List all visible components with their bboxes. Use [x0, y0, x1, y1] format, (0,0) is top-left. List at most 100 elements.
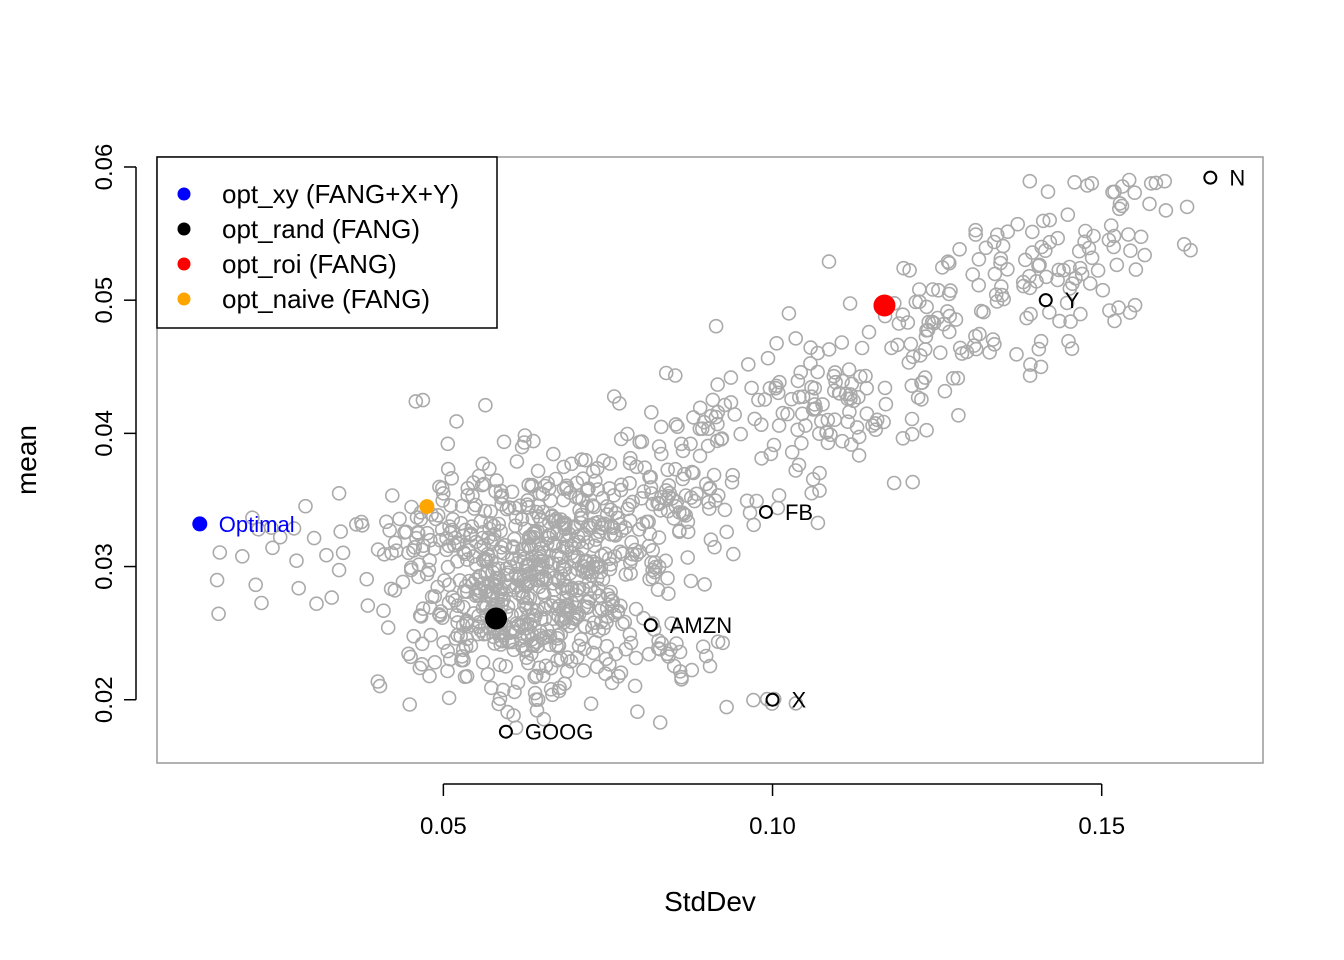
- cloud-point: [412, 660, 428, 676]
- cloud-point: [520, 493, 536, 508]
- portfolio-point: [419, 499, 435, 515]
- cloud-point: [868, 422, 884, 438]
- optimal-label: Optimal: [219, 512, 295, 537]
- cloud-point: [968, 328, 983, 344]
- cloud-point: [446, 537, 462, 553]
- cloud-point: [538, 658, 554, 674]
- cloud-point: [212, 545, 228, 560]
- cloud-point: [515, 590, 531, 605]
- cloud-point: [589, 659, 605, 675]
- cloud-point: [423, 627, 439, 643]
- cloud-point: [614, 523, 629, 539]
- cloud-point: [671, 524, 687, 540]
- cloud-point: [474, 477, 490, 493]
- cloud-point: [694, 421, 710, 437]
- legend-entry: opt_rand (FANG): [222, 214, 420, 244]
- cloud-point: [387, 535, 403, 551]
- cloud-point: [807, 397, 823, 412]
- cloud-point: [1176, 237, 1192, 252]
- cloud-point: [514, 584, 530, 599]
- cloud-point: [605, 593, 621, 609]
- cloud-point: [1068, 270, 1083, 286]
- cloud-point: [794, 435, 809, 451]
- cloud-point: [211, 606, 226, 622]
- cloud-point: [724, 474, 740, 490]
- legend-marker: [177, 222, 191, 236]
- cloud-point: [1142, 196, 1157, 212]
- cloud-point: [841, 362, 857, 377]
- cloud-point: [492, 691, 508, 707]
- cloud-point: [931, 282, 946, 298]
- cloud-point: [494, 496, 510, 512]
- cloud-point: [463, 527, 479, 542]
- cloud-point: [715, 635, 731, 651]
- cloud-point: [370, 674, 386, 689]
- cloud-point: [853, 369, 868, 384]
- cloud-point: [673, 436, 689, 452]
- cloud-point: [835, 373, 850, 389]
- cloud-point: [1009, 346, 1024, 362]
- cloud-point: [559, 480, 574, 496]
- cloud-point: [1010, 216, 1026, 232]
- cloud-point: [528, 668, 544, 684]
- cloud-point: [705, 392, 721, 408]
- cloud-point: [298, 498, 313, 514]
- cloud-point: [1128, 262, 1144, 277]
- cloud-point: [650, 495, 665, 511]
- cloud-point: [1084, 250, 1100, 266]
- cloud-point: [520, 538, 536, 553]
- cloud-point: [550, 652, 565, 668]
- cloud-point: [245, 510, 260, 526]
- cloud-point: [700, 438, 716, 454]
- cloud-point: [540, 530, 556, 546]
- legend-entry: opt_naive (FANG): [222, 284, 430, 314]
- cloud-point: [401, 646, 416, 662]
- cloud-point: [793, 364, 809, 380]
- cloud-point: [441, 690, 457, 706]
- cloud-point: [1038, 243, 1053, 258]
- cloud-point: [1022, 280, 1038, 296]
- cloud-point: [556, 459, 572, 475]
- cloud-point: [602, 456, 618, 471]
- cloud-point: [434, 610, 450, 626]
- cloud-point: [622, 627, 638, 642]
- cloud-point: [954, 346, 970, 361]
- cloud-point: [331, 485, 347, 501]
- cloud-point: [564, 456, 579, 472]
- cloud-point: [430, 579, 446, 595]
- cloud-point: [628, 601, 644, 617]
- cloud-point: [642, 469, 657, 485]
- cloud-point: [1179, 199, 1195, 215]
- cloud-point: [455, 642, 471, 658]
- random-portfolio-cloud: [209, 172, 1198, 736]
- cloud-point: [1033, 359, 1049, 375]
- cloud-point: [1073, 306, 1088, 322]
- cloud-point: [692, 448, 708, 464]
- cloud-point: [580, 594, 596, 610]
- cloud-point: [553, 626, 569, 642]
- cloud-point: [601, 551, 617, 567]
- cloud-point: [812, 483, 827, 498]
- cloud-point: [496, 434, 512, 450]
- cloud-point: [598, 666, 613, 682]
- cloud-point: [702, 480, 718, 496]
- cloud-point: [1137, 247, 1152, 263]
- cloud-point: [615, 616, 630, 632]
- cloud-point: [1114, 198, 1130, 214]
- cloud-point: [592, 524, 607, 540]
- cloud-point: [742, 505, 758, 521]
- cloud-point: [653, 503, 668, 518]
- cloud-point: [784, 444, 800, 460]
- cloud-point: [583, 696, 599, 712]
- cloud-point: [551, 683, 567, 699]
- cloud-point: [978, 240, 994, 256]
- cloud-point: [708, 493, 723, 508]
- cloud-point: [1025, 245, 1040, 260]
- cloud-point: [617, 614, 633, 630]
- cloud-point: [988, 287, 1004, 303]
- cloud-point: [593, 559, 609, 574]
- cloud-point: [415, 538, 431, 554]
- cloud-point: [919, 322, 934, 338]
- cloud-point: [1016, 278, 1031, 294]
- cloud-point: [687, 493, 702, 509]
